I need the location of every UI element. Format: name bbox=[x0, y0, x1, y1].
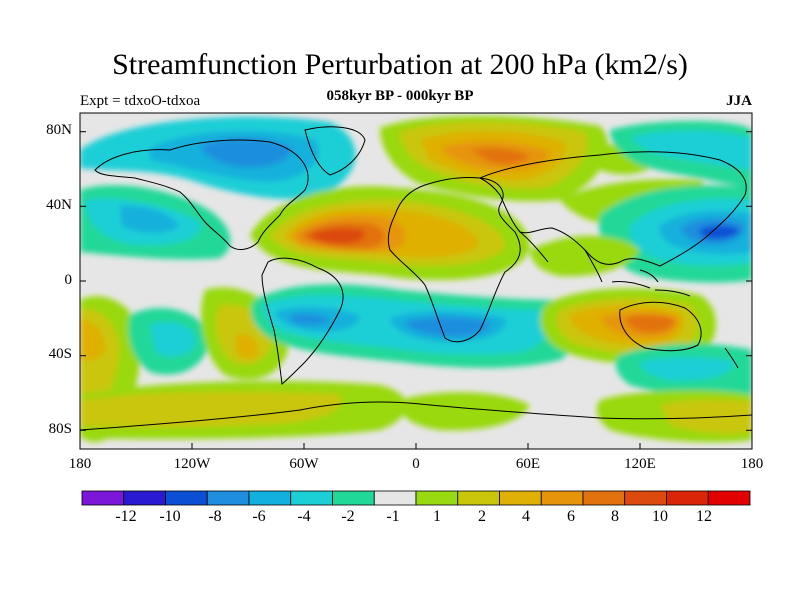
colorbar-swatch bbox=[666, 490, 709, 506]
colorbar-swatch bbox=[123, 490, 166, 506]
colorbar-label: 1 bbox=[433, 508, 441, 525]
chart-title: Streamfunction Perturbation at 200 hPa (… bbox=[112, 48, 688, 81]
colorbar-swatch bbox=[707, 490, 751, 506]
colorbar-swatch bbox=[206, 490, 250, 506]
lon-tick-120w: 120W bbox=[173, 456, 211, 472]
coast-indonesia bbox=[611, 269, 691, 297]
coast-north-america bbox=[94, 139, 309, 250]
coast-asia bbox=[478, 151, 747, 267]
colorbar-swatch bbox=[499, 490, 542, 506]
colorbar-label: -8 bbox=[208, 508, 222, 525]
colorbar-swatch bbox=[165, 490, 208, 506]
colorbar-label: -1 bbox=[386, 508, 400, 525]
coast-australia bbox=[619, 301, 702, 352]
colorbar-swatch bbox=[373, 490, 417, 506]
lat-tick-0: 0 bbox=[64, 272, 73, 288]
coast-south-america bbox=[261, 257, 344, 385]
colorbar-label: 10 bbox=[652, 508, 668, 525]
colorbar-swatch bbox=[248, 490, 292, 506]
coast-africa-europe bbox=[387, 177, 521, 343]
chart-subtitle: 058kyr BP - 000kyr BP bbox=[326, 88, 474, 104]
lon-tick-60e: 60E bbox=[515, 456, 541, 472]
colorbar bbox=[81, 490, 751, 506]
lon-tick-180e: 180 bbox=[740, 456, 764, 472]
lon-tick-120e: 120E bbox=[624, 456, 656, 472]
experiment-label: Expt = tdxoO-tdxoa bbox=[80, 93, 201, 109]
coastlines bbox=[80, 126, 752, 431]
lon-tick-60w: 60W bbox=[289, 456, 319, 472]
lat-tick-80s: 80S bbox=[48, 421, 72, 437]
colorbar-label: -12 bbox=[115, 508, 137, 525]
colorbar-swatch bbox=[81, 490, 125, 506]
colorbar-label: 4 bbox=[522, 508, 530, 525]
colorbar-label: -4 bbox=[297, 508, 311, 525]
coast-greenland bbox=[304, 126, 366, 176]
colorbar-label: -6 bbox=[252, 508, 266, 525]
colorbar-label: 12 bbox=[696, 508, 712, 525]
coast-india-arabia bbox=[519, 231, 603, 283]
axis-ticks bbox=[79, 131, 753, 449]
colorbar-swatch bbox=[290, 490, 333, 506]
colorbar-label: 6 bbox=[567, 508, 575, 525]
lon-tick-180w: 180 bbox=[68, 456, 92, 472]
colorbar-label: 8 bbox=[611, 508, 619, 525]
colorbar-label: -10 bbox=[159, 508, 181, 525]
season-label: JJA bbox=[726, 93, 752, 109]
lat-tick-40s: 40S bbox=[48, 346, 72, 362]
colorbar-swatch bbox=[415, 490, 459, 506]
lat-tick-80n: 80N bbox=[46, 122, 72, 138]
lon-tick-0: 0 bbox=[412, 456, 420, 472]
colorbar-label: -2 bbox=[341, 508, 355, 525]
coast-antarctica bbox=[80, 401, 752, 431]
colorbar-swatch bbox=[457, 490, 500, 506]
lat-tick-40n: 40N bbox=[46, 197, 72, 213]
colorbar-swatch bbox=[332, 490, 375, 506]
colorbar-swatch bbox=[582, 490, 626, 506]
colorbar-swatch bbox=[624, 490, 667, 506]
colorbar-swatch bbox=[540, 490, 584, 506]
coast-new-zealand bbox=[724, 347, 739, 369]
colorbar-label: 2 bbox=[478, 508, 486, 525]
contour-field bbox=[80, 113, 752, 449]
